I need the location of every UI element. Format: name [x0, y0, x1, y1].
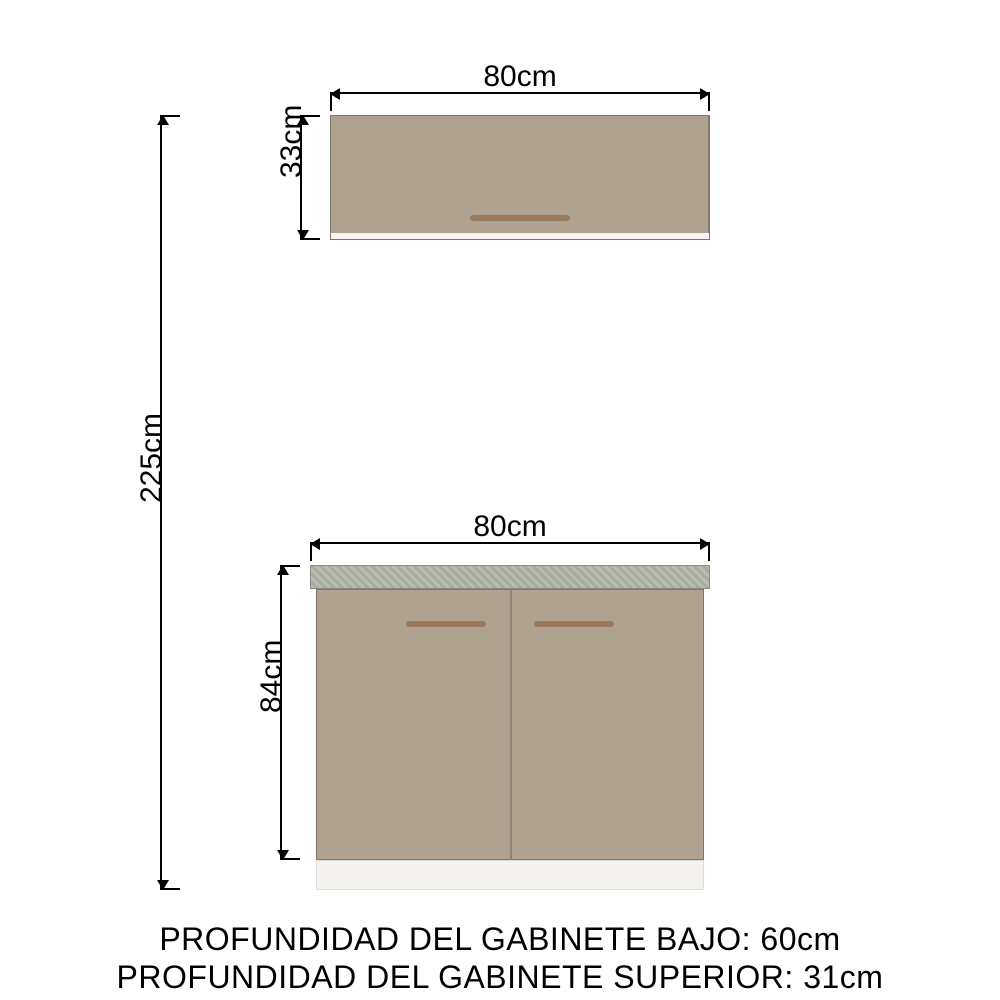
- toe-kick: [316, 860, 704, 890]
- dim-base-width-label: 80cm: [473, 510, 546, 544]
- dim-upper-width-label: 80cm: [483, 60, 556, 94]
- upper-cabinet: [330, 115, 710, 240]
- dim-base-height-label: 84cm: [255, 639, 289, 712]
- base-cabinet: [310, 565, 710, 860]
- depth-note-upper: PROFUNDIDAD DEL GABINETE SUPERIOR: 31cm: [0, 958, 1000, 996]
- dim-total-height-label: 225cm: [135, 412, 169, 502]
- upper-cabinet-base-trim: [331, 233, 709, 239]
- left-door-handle: [406, 621, 486, 627]
- diagram-stage: 80cm 33cm 225cm 80cm 84cm PROFUNDIDAD DE…: [0, 0, 1000, 1000]
- dim-base-height: 84cm: [280, 565, 282, 860]
- dim-total-height: 225cm: [160, 115, 162, 890]
- dim-upper-height: 33cm: [300, 115, 302, 240]
- door-divider: [510, 589, 512, 860]
- upper-cabinet-handle: [470, 215, 570, 221]
- dim-upper-width: 80cm: [330, 92, 710, 94]
- dim-base-width: 80cm: [310, 542, 710, 544]
- dim-upper-height-label: 33cm: [275, 104, 309, 177]
- depth-note-base: PROFUNDIDAD DEL GABINETE BAJO: 60cm: [0, 920, 1000, 958]
- countertop: [310, 565, 710, 589]
- right-door-handle: [534, 621, 614, 627]
